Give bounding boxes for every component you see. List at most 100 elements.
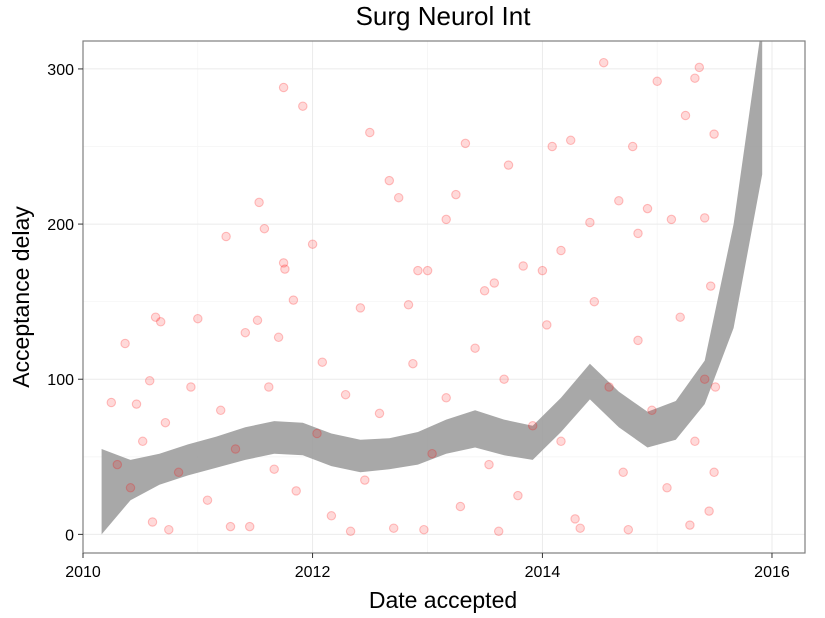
data-point xyxy=(675,312,685,322)
data-point xyxy=(419,524,429,535)
data-point xyxy=(642,203,653,214)
data-point xyxy=(273,332,284,343)
data-point xyxy=(542,320,552,330)
x-tick-label: 2014 xyxy=(525,564,561,581)
y-axis: 0 100 200 300 xyxy=(47,62,83,544)
data-point xyxy=(565,135,576,146)
data-point xyxy=(106,397,117,408)
data-point xyxy=(598,57,609,68)
data-point xyxy=(144,376,155,386)
data-point xyxy=(280,264,290,274)
data-point xyxy=(589,296,600,307)
data-point xyxy=(254,197,264,208)
data-point xyxy=(680,110,691,121)
data-point xyxy=(627,141,638,152)
data-point xyxy=(604,382,614,392)
confidence-band-layer xyxy=(101,41,763,535)
data-point xyxy=(690,436,700,447)
chart-title: Surg Neurol Int xyxy=(356,1,532,31)
y-tick-label: 200 xyxy=(47,217,74,234)
data-point xyxy=(633,335,643,346)
data-point xyxy=(269,464,279,474)
data-point xyxy=(164,524,174,535)
data-point xyxy=(709,467,719,478)
data-point xyxy=(202,495,213,505)
data-point xyxy=(652,76,662,87)
data-point xyxy=(137,436,148,447)
data-point xyxy=(240,327,251,338)
data-point xyxy=(160,417,171,428)
data-point xyxy=(244,521,255,532)
data-point xyxy=(527,421,538,431)
data-point xyxy=(278,82,289,93)
data-point xyxy=(291,486,301,496)
data-point xyxy=(585,217,595,228)
data-point xyxy=(112,459,123,470)
data-point xyxy=(312,428,322,439)
data-point xyxy=(570,514,580,524)
data-point xyxy=(259,223,270,234)
data-point xyxy=(360,475,370,485)
data-point xyxy=(225,521,236,532)
data-point xyxy=(710,382,721,392)
data-point xyxy=(340,389,351,400)
data-point xyxy=(427,448,437,459)
data-point xyxy=(694,62,705,73)
x-axis-title: Date accepted xyxy=(369,587,517,613)
y-tick-label: 0 xyxy=(65,527,74,544)
x-tick-label: 2016 xyxy=(754,564,790,581)
data-point xyxy=(355,303,366,313)
data-point xyxy=(662,483,672,493)
data-point xyxy=(374,408,385,419)
data-point xyxy=(252,315,263,326)
data-point xyxy=(441,393,451,403)
data-point xyxy=(499,374,509,384)
data-point xyxy=(230,444,241,454)
data-point xyxy=(451,189,461,200)
data-point xyxy=(493,526,504,537)
x-tick-label: 2012 xyxy=(295,564,331,581)
data-point xyxy=(221,231,231,242)
data-point xyxy=(278,258,289,268)
data-point xyxy=(547,141,557,152)
data-point xyxy=(647,405,657,416)
data-point xyxy=(307,239,318,249)
data-point xyxy=(556,245,566,256)
data-point xyxy=(193,313,203,324)
data-point xyxy=(125,483,136,493)
data-point xyxy=(120,338,130,349)
data-point xyxy=(705,281,716,291)
y-tick-label: 300 xyxy=(47,62,74,79)
data-point xyxy=(403,300,414,310)
data-point xyxy=(518,261,528,271)
data-point xyxy=(479,286,490,296)
data-point xyxy=(709,129,719,139)
data-point xyxy=(317,357,328,367)
data-point xyxy=(298,101,308,111)
x-tick-label: 2010 xyxy=(65,564,101,581)
data-point xyxy=(455,501,466,512)
data-point xyxy=(470,343,480,353)
data-point xyxy=(699,374,710,384)
data-point xyxy=(556,436,566,447)
data-point xyxy=(326,511,337,521)
data-point xyxy=(384,175,395,186)
data-point xyxy=(215,405,226,416)
data-point xyxy=(345,526,356,537)
data-point xyxy=(413,265,423,276)
data-point xyxy=(699,213,710,223)
data-point xyxy=(666,214,677,225)
data-point xyxy=(422,265,433,276)
data-point xyxy=(633,228,643,239)
major-grid xyxy=(82,41,805,553)
data-point xyxy=(186,382,196,392)
data-point xyxy=(537,265,548,276)
data-point xyxy=(618,467,628,478)
data-point xyxy=(288,295,299,305)
data-point xyxy=(614,196,624,206)
data-point xyxy=(441,214,451,225)
data-point xyxy=(623,524,634,535)
data-point xyxy=(131,399,142,409)
data-point xyxy=(513,490,523,501)
